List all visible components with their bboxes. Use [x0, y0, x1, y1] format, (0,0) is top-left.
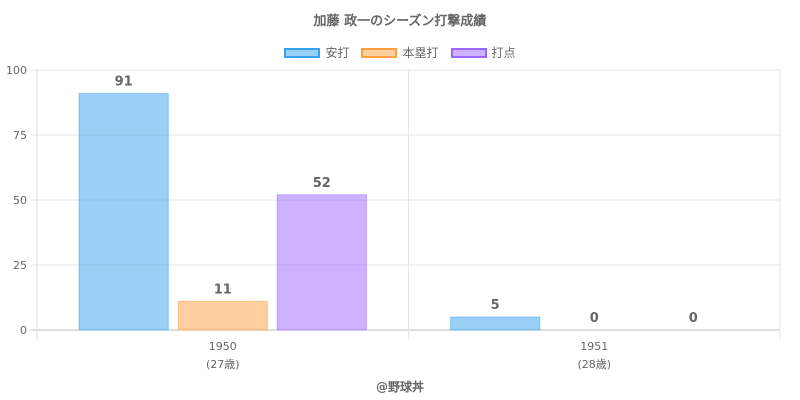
data-label: 5	[491, 298, 500, 313]
legend-swatch	[284, 47, 321, 58]
data-label: 91	[115, 74, 133, 89]
legend-item[interactable]: 安打	[284, 44, 349, 61]
legend-label: 打点	[491, 46, 516, 60]
legend-swatch	[450, 47, 487, 58]
y-tick-label: 50	[13, 194, 27, 207]
bar	[450, 316, 541, 331]
y-tick-label: 75	[13, 129, 27, 142]
data-label: 11	[214, 282, 232, 297]
x-tick-label: 1951	[580, 340, 608, 353]
data-label: 0	[689, 311, 698, 326]
bar	[276, 194, 367, 331]
x-tick-label: 1950	[209, 340, 237, 353]
watermark-text: @野球丼	[375, 380, 424, 394]
x-tick-sublabel: (28歳)	[577, 358, 611, 371]
bar	[177, 300, 268, 331]
y-tick-label: 100	[6, 64, 27, 77]
y-tick-label: 0	[20, 324, 27, 337]
bar	[78, 92, 169, 331]
legend: 安打 本塁打 打点	[0, 44, 800, 61]
legend-label: 本塁打	[402, 46, 439, 60]
y-tick-label: 25	[13, 259, 27, 272]
chart-title: 加藤 政一のシーズン打撃成績	[313, 14, 487, 29]
data-label: 52	[313, 176, 331, 191]
data-label: 0	[590, 311, 599, 326]
legend-label: 安打	[325, 46, 350, 60]
legend-item[interactable]: 本塁打	[361, 44, 439, 61]
legend-item[interactable]: 打点	[450, 44, 516, 61]
legend-swatch	[361, 47, 398, 58]
x-tick-sublabel: (27歳)	[206, 358, 240, 371]
